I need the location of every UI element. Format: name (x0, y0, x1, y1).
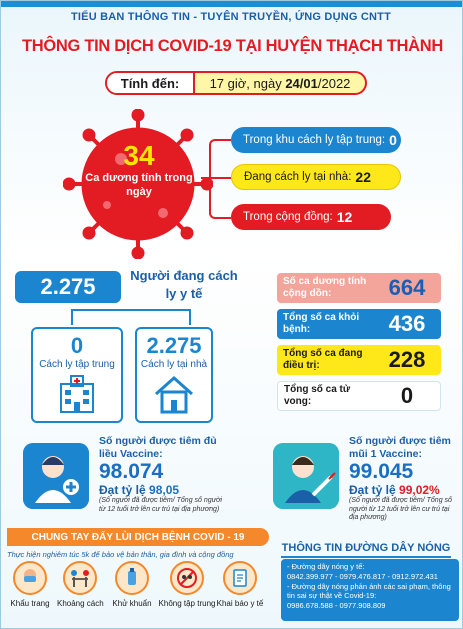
date-year: /2022 (317, 75, 351, 91)
campaign-banner: CHUNG TAY ĐẨY LÙI DỊCH BỆNH COVID - 19 (7, 528, 269, 546)
daily-number: 34 (123, 140, 155, 171)
measure-label: Khẩu trang (10, 599, 50, 608)
measure-label: Khoảng cách (57, 599, 104, 608)
stat-treating: Tổng số ca đang điều trị: 228 (277, 345, 441, 375)
vaccine-one-info: Số người được tiêm mũi 1 Vaccine: 99.045… (349, 435, 459, 523)
isolation-home-card: 2.275 Cách ly tại nhà (135, 327, 213, 423)
clipboard-icon (223, 561, 257, 595)
doctor-vaccine-icon (23, 443, 89, 509)
measure-no-gathering: Không tập trung (157, 561, 217, 608)
vaccine-full-note: (Số người đã được tiêm/ Tổng số người từ… (99, 497, 222, 513)
daily-item-community: Trong cộng đồng: 12 (231, 204, 391, 230)
stat-value: 228 (388, 347, 426, 372)
mask-icon (13, 561, 47, 595)
date-day: 24/01 (285, 75, 318, 91)
measure-label: Không tập trung (158, 599, 216, 608)
vaccine-full-title: Số người được tiêm đủ liều Vaccine: (99, 435, 217, 460)
connector-mid (201, 177, 231, 179)
item-value: 22 (355, 169, 371, 185)
vaccine-one-value: 99.045 (349, 460, 414, 483)
daily-label: Ca dương tính trong ngày (85, 172, 193, 198)
stat-deaths: Tổng số ca tử vong: 0 (277, 381, 441, 411)
stat-label: Tổng số ca tử vong: (284, 384, 351, 407)
stat-value: 664 (388, 275, 426, 300)
stat-label: Tổng số ca đang điều trị: (283, 348, 363, 371)
isolation-header: 2.275 Người đang cách ly y tế (15, 267, 243, 307)
hotline-numbers: 0842.399.977 - 0979.476.817 - 0912.972.4… (287, 572, 438, 581)
date-box: Tính đến: 17 giờ, ngày 24/01/2022 (105, 71, 367, 95)
vaccine-one-rate: Đạt tỷ lệ 99,02% (349, 483, 459, 497)
vaccine-one-title: Số người được tiêm mũi 1 Vaccine: (349, 435, 451, 460)
distance-icon (63, 561, 97, 595)
item-label: Trong khu cách ly tập trung: (243, 134, 386, 146)
measure-label: Khử khuẩn (112, 599, 152, 608)
measure-disinfect: Khử khuẩn (109, 561, 155, 608)
hotline-line: - Đường dây nóng phản ánh các sai phạm, … (287, 582, 451, 600)
top-bar (1, 1, 462, 7)
rate-value: 98,05 (149, 483, 180, 497)
hotline-title: THÔNG TIN ĐƯỜNG DÂY NÓNG (281, 542, 451, 558)
daily-item-home: Đang cách ly tại nhà: 22 (231, 164, 401, 190)
measure-declare: Khai báo y tế (213, 561, 267, 608)
rate-value: 99,02% (399, 483, 440, 497)
date-prefix: 17 giờ, ngày (209, 75, 286, 91)
org-name: TIỂU BAN THÔNG TIN - TUYÊN TRUYỀN, ỨNG D… (71, 11, 391, 23)
stat-recovered: Tổng số ca khỏi bệnh: 436 (277, 309, 441, 339)
stat-cumulative: Số ca dương tính cộng dồn: 664 (277, 273, 441, 303)
house-icon (155, 375, 193, 414)
isolation-branch (71, 309, 191, 325)
hotline-line: - Đường dây nóng y tế: (287, 562, 365, 571)
isolation-centralized-card: 0 Cách ly tập trung (31, 327, 123, 423)
virus-icon (63, 109, 213, 259)
rate-label: Đạt tỷ lệ (99, 483, 146, 497)
centralized-label: Cách ly tập trung (39, 359, 115, 370)
item-label: Đang cách ly tại nhà: (244, 171, 352, 183)
item-label: Trong cộng đồng: (243, 211, 333, 223)
stat-label: Số ca dương tính cộng dồn: (283, 276, 367, 299)
vaccine-one-note: (Số người đã được tiêm/ Tổng số người từ… (349, 497, 452, 521)
vaccine-full-value: 98.074 (99, 460, 164, 483)
date-label: Tính đến: (107, 73, 195, 93)
daily-item-centralized: Trong khu cách ly tập trung: 0 (231, 127, 401, 153)
measure-distance: Khoảng cách (57, 561, 104, 608)
page-title: THÔNG TIN DỊCH COVID-19 TẠI HUYỆN THẠCH … (21, 37, 443, 55)
daily-cases: 34 Ca dương tính trong ngày (83, 141, 195, 199)
item-value: 12 (336, 209, 353, 225)
stat-value: 0 (400, 383, 414, 408)
home-label: Cách ly tại nhà (140, 359, 208, 370)
item-value: 0 (389, 132, 397, 148)
measure-mask: Khẩu trang (7, 561, 53, 608)
rate-label: Đạt tỷ lệ (349, 483, 396, 497)
vaccine-full-rate: Đạt tỷ lệ 98,05 (99, 483, 229, 497)
centralized-value: 0 (70, 333, 84, 358)
stat-value: 436 (388, 311, 426, 336)
date-value: 17 giờ, ngày 24/01/2022 (195, 76, 365, 91)
home-value: 2.275 (146, 333, 202, 358)
isolation-label: Người đang cách ly y tế (130, 268, 238, 301)
connector-line (209, 139, 231, 219)
stat-label: Tổng số ca khỏi bệnh: (283, 312, 360, 335)
no-crowd-icon (170, 561, 204, 595)
vaccine-full-info: Số người được tiêm đủ liều Vaccine: 98.0… (99, 435, 229, 514)
hotline-box: - Đường dây nóng y tế: 0842.399.977 - 09… (281, 559, 459, 621)
campaign-tagline: Thực hiện nghiêm túc 5k để bảo vệ bản th… (7, 550, 234, 559)
nurse-syringe-icon (273, 443, 339, 509)
hand-wash-icon (115, 561, 149, 595)
hotline-numbers: 0986.678.588 - 0977.908.809 (287, 601, 386, 610)
measure-label: Khai báo y tế (216, 599, 264, 608)
hospital-icon (60, 375, 94, 413)
isolation-total: 2.275 (15, 271, 121, 303)
